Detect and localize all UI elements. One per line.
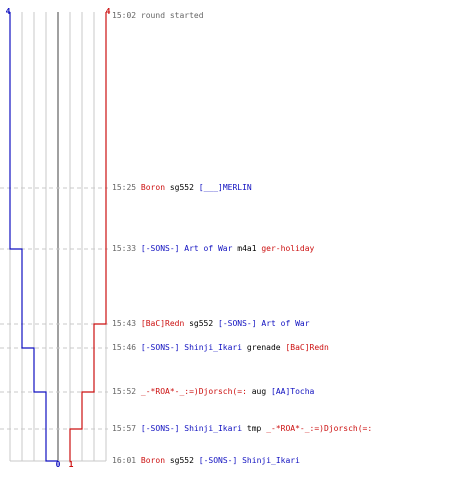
event-row: 15:46 [-SONS-] Shinji_Ikari grenade [BaC… xyxy=(112,343,329,353)
event-time: 15:43 xyxy=(112,319,137,328)
red-team-line xyxy=(69,12,107,461)
event-time: 15:52 xyxy=(112,387,137,396)
graph-grid xyxy=(9,12,107,462)
event-player: [-SONS-] Art of War xyxy=(218,319,310,328)
event-time: 15:25 xyxy=(112,183,137,192)
graph-labels: 4 4 0 1 xyxy=(6,7,111,469)
event-weapon: sg552 xyxy=(169,456,194,465)
event-player: [AA]Tocha xyxy=(271,387,315,396)
event-player: Boron xyxy=(140,456,166,465)
event-weapon: sg552 xyxy=(169,183,194,192)
event-player: [___]MERLIN xyxy=(198,183,252,192)
blue-team-line xyxy=(9,12,58,462)
event-weapon: sg552 xyxy=(189,319,214,328)
red-top-count-label: 4 xyxy=(106,7,111,16)
event-player: ger-holiday xyxy=(261,244,315,253)
event-time: 16:01 xyxy=(112,456,137,465)
event-player: round started xyxy=(140,11,204,20)
event-weapon: m4a1 xyxy=(237,244,257,253)
red-bottom-count-label: 1 xyxy=(69,460,74,469)
event-player: [-SONS-] Shinji_Ikari xyxy=(140,424,243,433)
event-player: [-SONS-] Shinji_Ikari xyxy=(198,456,300,465)
event-player: _-*ROA*-_:=)Djorsch(=: xyxy=(140,387,247,396)
event-time: 15:46 xyxy=(112,343,137,352)
event-player: [-SONS-] Shinji_Ikari xyxy=(140,343,243,352)
event-weapon: grenade xyxy=(246,343,281,352)
event-player: [-SONS-] Art of War xyxy=(140,244,233,253)
event-time: 15:33 xyxy=(112,244,137,253)
event-player: _-*ROA*-_:=)Djorsch(=: xyxy=(266,424,373,433)
event-time: 15:02 xyxy=(112,11,137,20)
event-row: 15:57 [-SONS-] Shinji_Ikari tmp _-*ROA*-… xyxy=(112,424,372,434)
event-row: 15:25 Boron sg552 [___]MERLIN xyxy=(112,183,252,193)
event-player: Boron xyxy=(140,183,166,192)
event-time: 15:57 xyxy=(112,424,137,433)
event-row: 15:52 _-*ROA*-_:=)Djorsch(=: aug [AA]Toc… xyxy=(112,387,314,397)
event-weapon: tmp xyxy=(246,424,262,433)
event-weapon: aug xyxy=(251,387,267,396)
event-row: 15:43 [BaC]Redn sg552 [-SONS-] Art of Wa… xyxy=(112,319,310,329)
event-guide-lines xyxy=(0,187,108,430)
event-player: [BaC]Redn xyxy=(285,343,329,352)
blue-top-count-label: 4 xyxy=(6,7,11,16)
event-row: 16:01 Boron sg552 [-SONS-] Shinji_Ikari xyxy=(112,456,300,466)
event-row: 15:33 [-SONS-] Art of War m4a1 ger-holid… xyxy=(112,244,314,254)
event-player: [BaC]Redn xyxy=(140,319,185,328)
event-row: 15:02 round started xyxy=(112,11,204,21)
blue-bottom-count-label: 0 xyxy=(56,460,61,469)
team-lines xyxy=(9,12,107,462)
